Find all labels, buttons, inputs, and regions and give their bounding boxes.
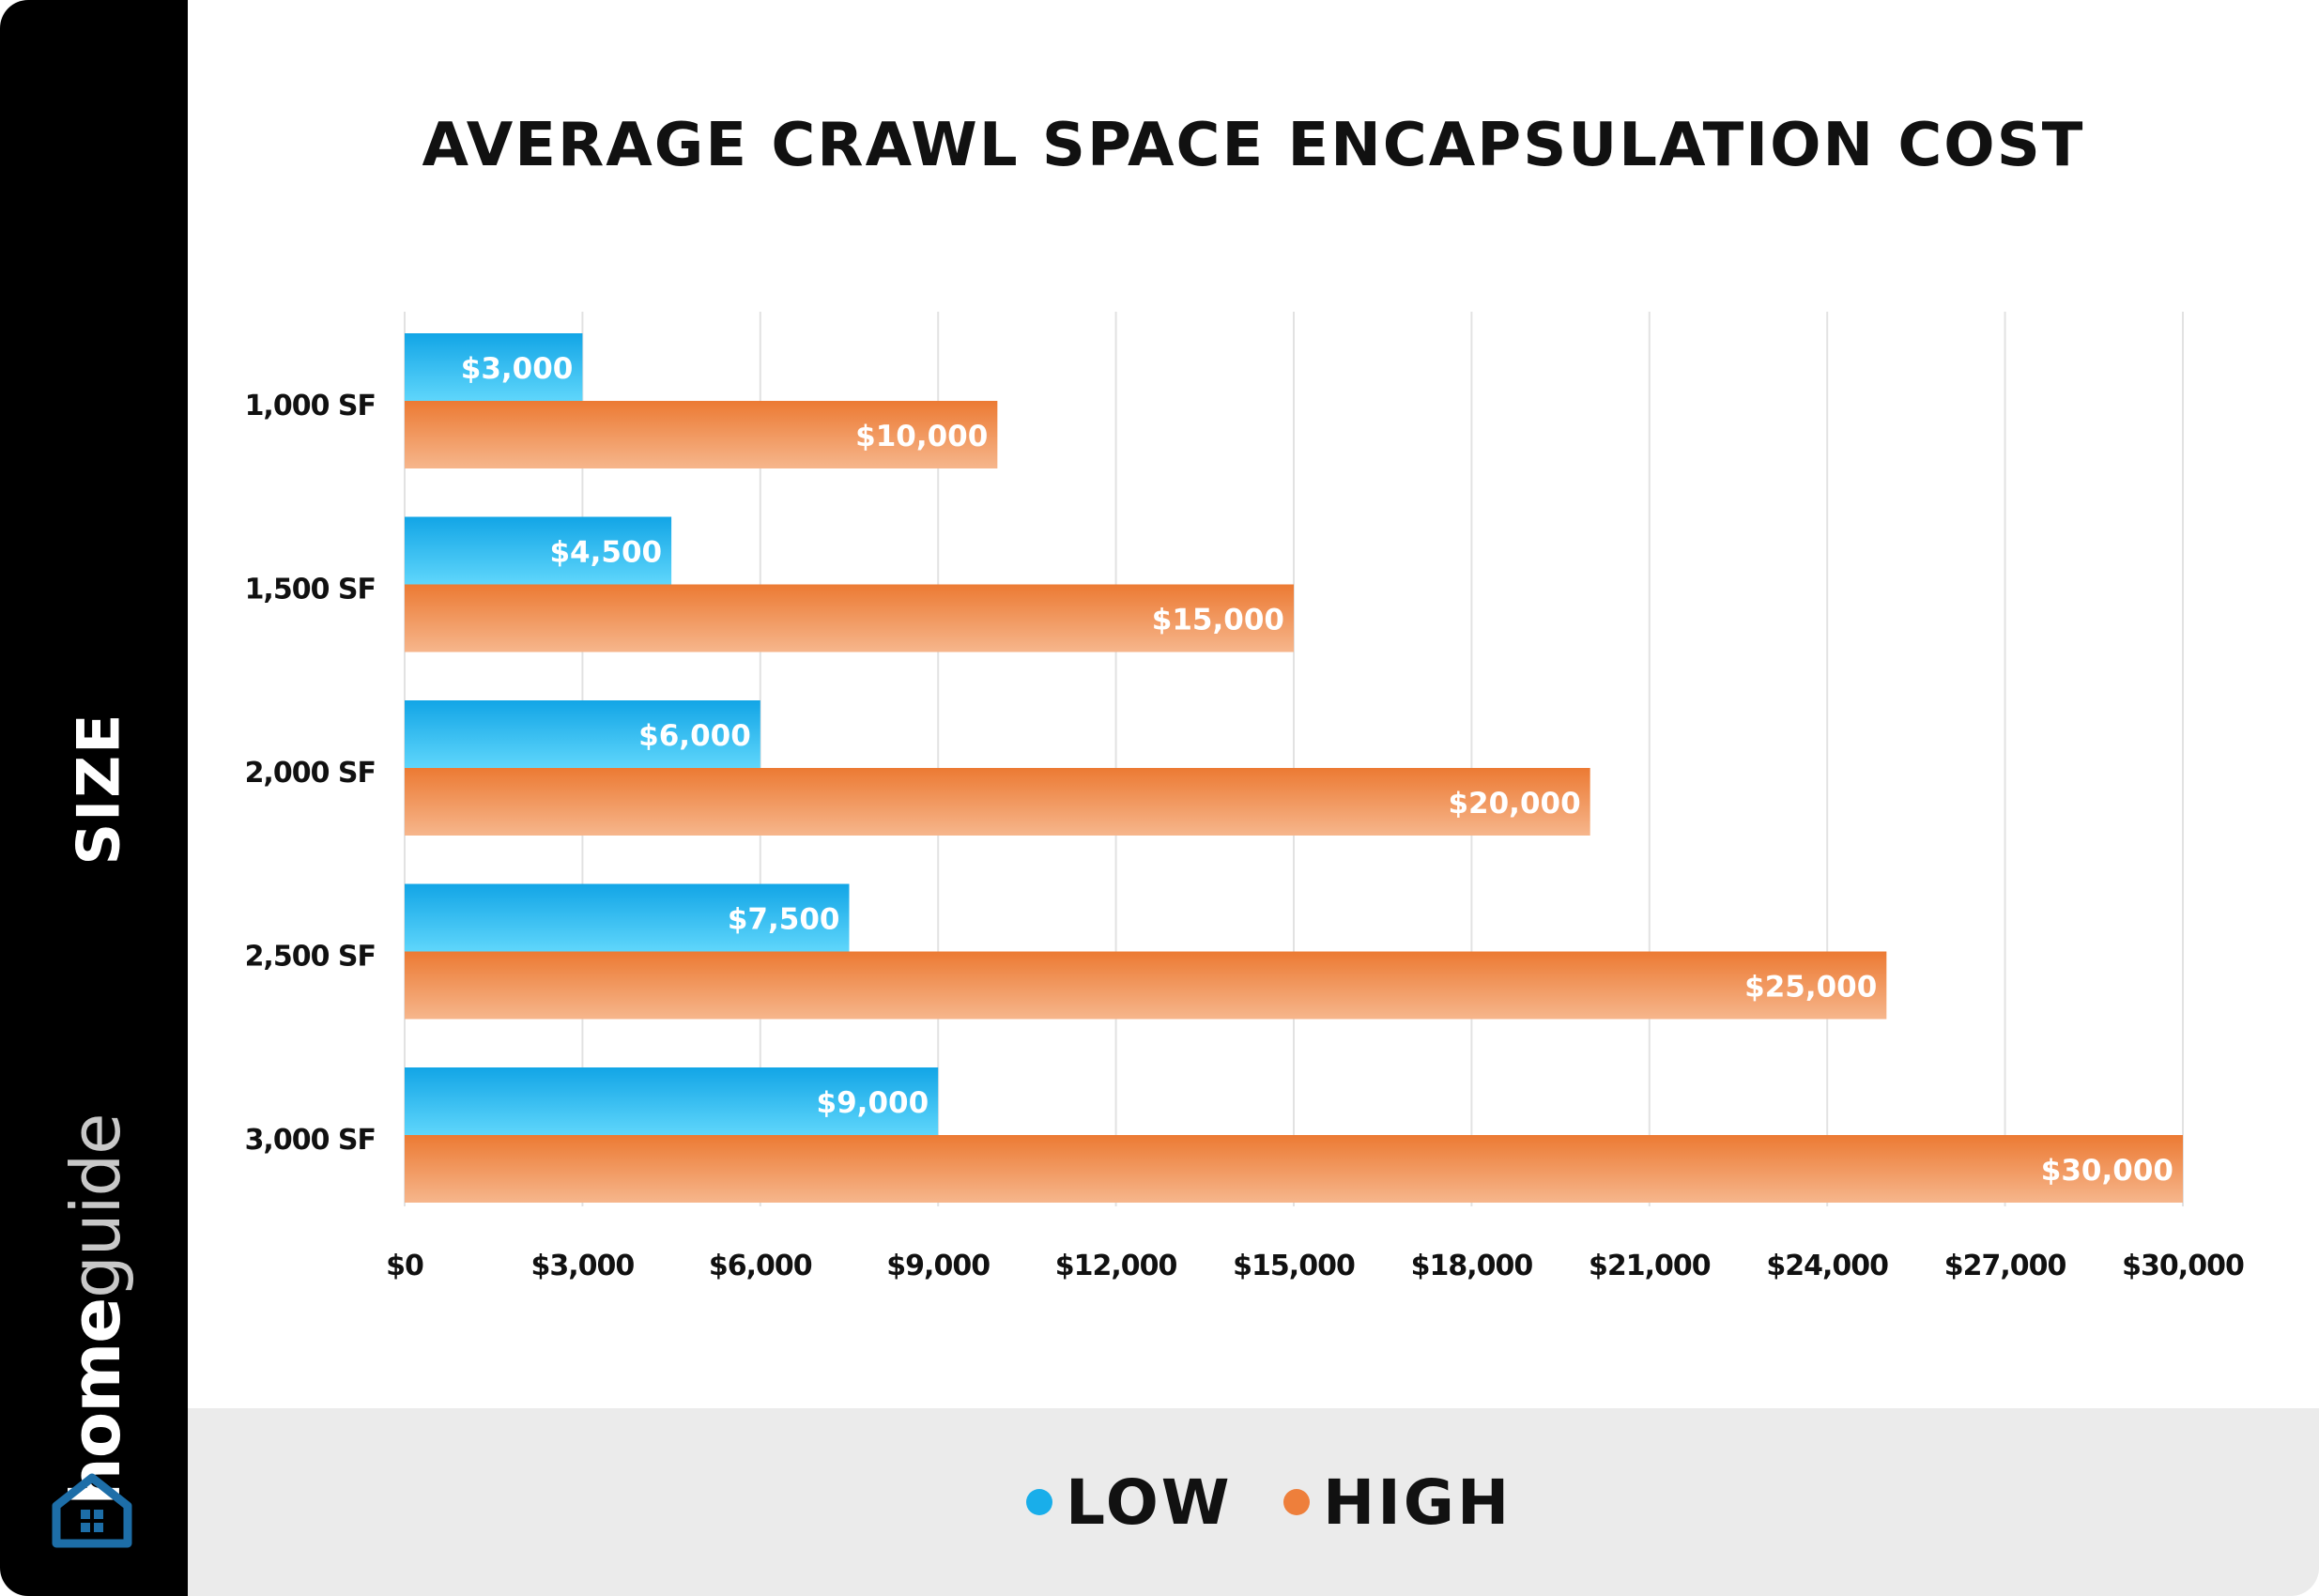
bar-chart: $0 $3,000 $6,000 $9,000 $12,000 $15,000 $18,00… xyxy=(245,312,2245,1282)
bar-low xyxy=(405,700,760,768)
x-tick-label: $3,000 xyxy=(531,1250,635,1282)
data-label-low: $4,500 xyxy=(549,536,662,570)
legend-item-low: LOW xyxy=(1026,1457,1233,1547)
data-label-high: $15,000 xyxy=(1152,604,1284,637)
legend-dot-high xyxy=(1283,1489,1310,1515)
y-category-label: 2,000 SF xyxy=(245,757,376,790)
x-tick-label: $12,000 xyxy=(1055,1250,1177,1282)
bar-high xyxy=(405,584,1294,652)
legend-label-high: HIGH xyxy=(1323,1466,1513,1539)
y-category-label: 3,000 SF xyxy=(245,1124,376,1157)
x-tick-label: $30,000 xyxy=(2122,1250,2244,1282)
bar-high xyxy=(405,1135,2183,1203)
x-tick-label: $24,000 xyxy=(1766,1250,1888,1282)
house-icon xyxy=(52,1473,132,1548)
bar-high xyxy=(405,401,998,468)
brand-guide: guide xyxy=(56,1113,135,1298)
legend-item-high: HIGH xyxy=(1283,1457,1512,1547)
y-category-label: 2,500 SF xyxy=(245,941,376,974)
bar-low xyxy=(405,516,672,585)
data-label-high: $30,000 xyxy=(2041,1154,2173,1188)
legend: LOW HIGH xyxy=(188,1408,2319,1596)
x-tick-label: $27,000 xyxy=(1944,1250,2066,1282)
y-category-label: 1,500 SF xyxy=(245,574,376,606)
bar-high xyxy=(405,768,1590,836)
data-label-low: $9,000 xyxy=(817,1086,929,1120)
data-label-low: $6,000 xyxy=(638,719,751,753)
legend-label-low: LOW xyxy=(1066,1466,1233,1539)
data-label-high: $10,000 xyxy=(855,420,988,453)
x-tick-label: $6,000 xyxy=(709,1250,812,1282)
data-label-high: $25,000 xyxy=(1744,971,1877,1005)
bar-low xyxy=(405,1067,939,1135)
x-tick-label: $18,000 xyxy=(1411,1250,1533,1282)
legend-dot-low xyxy=(1026,1489,1052,1515)
bar-low xyxy=(405,333,583,401)
x-tick-label: $0 xyxy=(386,1250,423,1282)
x-tick-label: $21,000 xyxy=(1589,1250,1711,1282)
chart-title: AVERAGE CRAWL SPACE ENCAPSULATION COST xyxy=(422,111,2085,180)
brand-logo-text: homeguide xyxy=(56,1114,135,1506)
x-tick-label: $9,000 xyxy=(886,1250,990,1282)
y-category-label: 1,000 SF xyxy=(245,390,376,422)
y-axis-title: SIZE xyxy=(64,712,133,866)
data-label-high: $20,000 xyxy=(1448,787,1580,821)
data-label-low: $7,500 xyxy=(728,903,840,937)
bar-high xyxy=(405,951,1887,1020)
x-tick-label: $15,000 xyxy=(1233,1250,1355,1282)
bar-low xyxy=(405,883,850,952)
sidebar: SIZE homeguide xyxy=(0,0,188,1596)
data-label-low: $3,000 xyxy=(461,352,574,386)
